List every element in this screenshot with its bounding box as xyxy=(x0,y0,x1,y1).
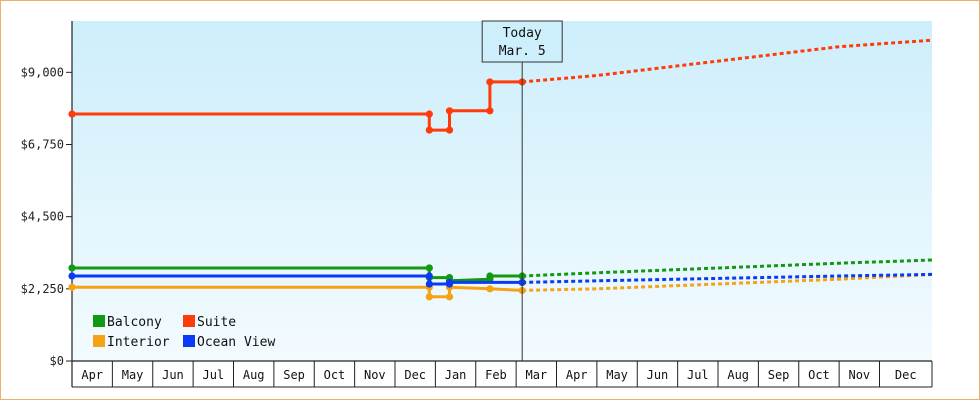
series-ocean-view xyxy=(68,272,933,288)
data-point xyxy=(425,264,433,272)
x-tick-label: Mar xyxy=(525,368,547,382)
legend-swatch xyxy=(93,315,105,327)
legend-label: Interior xyxy=(107,335,170,350)
x-tick-label: Jul xyxy=(687,368,709,382)
data-point xyxy=(68,272,76,280)
x-tick-label: Jun xyxy=(647,368,669,382)
forecast-line-balcony xyxy=(522,258,933,278)
y-tick-label: $0 xyxy=(50,354,64,368)
x-tick-label: Aug xyxy=(727,368,749,382)
y-axis: $0 $2,250 $4,500 $6,750 $9,000 xyxy=(21,21,73,387)
legend-label: Balcony xyxy=(107,315,162,330)
today-label: Today xyxy=(503,26,542,41)
legend-label: Suite xyxy=(197,315,236,330)
data-point xyxy=(445,293,454,301)
data-point xyxy=(425,280,433,288)
x-tick-label: Dec xyxy=(404,368,426,382)
data-point xyxy=(445,107,454,115)
today-marker: Today Mar. 5 xyxy=(481,20,563,361)
x-tick-label: Feb xyxy=(485,368,507,382)
legend-item-interior: Interior xyxy=(93,335,170,350)
legend-item-ocean-view: Ocean View xyxy=(183,335,275,350)
data-point xyxy=(68,110,76,118)
y-tick-label: $9,000 xyxy=(21,65,64,79)
series-layer xyxy=(68,38,933,301)
data-point xyxy=(425,110,433,118)
today-date: Mar. 5 xyxy=(499,44,546,59)
data-point xyxy=(68,283,76,291)
forecast-line-ocean-view xyxy=(522,272,933,284)
x-tick-label: Apr xyxy=(566,368,588,382)
x-tick-label: Sep xyxy=(768,368,790,382)
x-tick-label: May xyxy=(122,368,144,382)
data-point xyxy=(486,107,494,115)
legend-label: Ocean View xyxy=(197,335,275,350)
series-line-ocean-view xyxy=(72,274,523,286)
x-tick-label: Oct xyxy=(808,368,830,382)
legend-swatch xyxy=(93,335,105,347)
series-suite xyxy=(68,38,933,134)
data-point xyxy=(486,78,494,86)
x-tick-label: May xyxy=(606,368,628,382)
x-axis: Apr May Jun Jul Aug Sep Oct Nov Dec Jan Feb Mar Apr M… xyxy=(71,360,933,388)
y-tick-label: $2,250 xyxy=(21,282,64,296)
plot-area xyxy=(72,21,932,361)
x-tick-label: Nov xyxy=(364,368,386,382)
x-tick-label: Dec xyxy=(895,368,917,382)
legend-swatch xyxy=(183,335,195,347)
data-point xyxy=(68,264,76,272)
forecast-line-suite xyxy=(522,38,933,84)
x-tick-label: Nov xyxy=(848,368,870,382)
x-tick-label: Jun xyxy=(162,368,184,382)
x-tick-label: Sep xyxy=(283,368,305,382)
data-point xyxy=(425,272,433,280)
today-box xyxy=(481,20,563,63)
data-point xyxy=(445,126,454,134)
y-tick-label: $6,750 xyxy=(21,137,64,151)
data-point xyxy=(445,278,454,287)
legend: Balcony Suite Interior Ocean View xyxy=(93,315,275,350)
x-tick-label: Apr xyxy=(81,368,103,382)
legend-item-balcony: Balcony xyxy=(93,315,162,330)
data-point xyxy=(425,126,433,134)
data-point xyxy=(486,285,494,293)
legend-item-suite: Suite xyxy=(183,315,236,330)
legend-swatch xyxy=(183,315,195,327)
forecast-line-interior xyxy=(522,272,933,292)
x-tick-label: Aug xyxy=(243,368,265,382)
data-point xyxy=(486,272,494,280)
data-point xyxy=(425,293,433,301)
x-tick-label: Jul xyxy=(202,368,224,382)
y-tick-label: $4,500 xyxy=(21,210,64,224)
x-tick-label: Jan xyxy=(445,368,467,382)
x-tick-label: Oct xyxy=(324,368,346,382)
